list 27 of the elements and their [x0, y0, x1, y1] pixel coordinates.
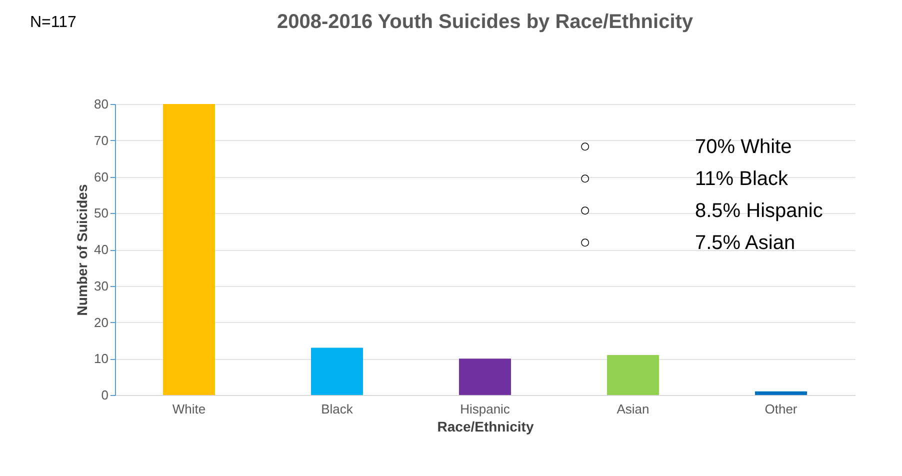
bar	[459, 358, 511, 395]
text: ○ 8.5% Hispanic	[580, 200, 823, 222]
y-tick-label: 50	[94, 206, 108, 221]
y-axis-title: Number of Suicides	[74, 184, 90, 316]
x-tick-label: Hispanic	[460, 402, 510, 416]
x-tick-label: Black	[321, 402, 354, 416]
bar	[755, 391, 807, 395]
bar	[607, 354, 659, 395]
y-tick-label: 0	[101, 388, 108, 402]
x-tick-label: Other	[764, 402, 798, 416]
x-tick-label: Asian	[616, 402, 650, 416]
bar	[311, 348, 363, 395]
chart-title: 2008-2016 Youth Suicides by Race/Ethnicity	[276, 11, 694, 33]
text: ○ 7.5% Asian	[580, 232, 796, 254]
y-tick-label: 20	[94, 314, 108, 330]
y-tick-label: 60	[94, 169, 108, 184]
text: ○ 70% White	[580, 136, 792, 158]
text: ○ 11% Black	[580, 168, 788, 190]
x-axis-title: Race/Ethnicity	[437, 418, 534, 434]
x-tick-label: White	[172, 402, 206, 416]
y-tick-label: 10	[94, 351, 108, 366]
y-tick-label: 40	[94, 242, 108, 257]
y-tick-label: 30	[94, 278, 108, 294]
bar	[163, 104, 215, 395]
y-tick-label: 70	[94, 132, 108, 148]
y-tick-label: 80	[94, 96, 108, 112]
text: N=117	[30, 14, 77, 31]
